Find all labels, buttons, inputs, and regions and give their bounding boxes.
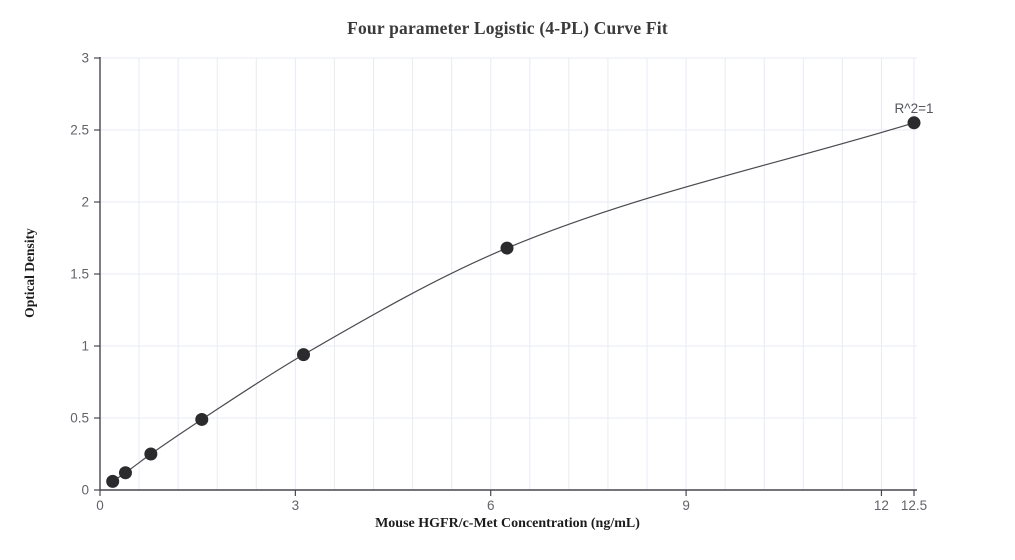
x-tick-label: 12 — [874, 498, 889, 513]
x-tick-label: 12.5 — [901, 498, 927, 513]
data-point — [118, 466, 132, 480]
data-point — [106, 474, 120, 488]
y-tick-label: 0 — [81, 483, 89, 498]
y-tick-label: 2 — [81, 195, 89, 210]
y-tick-label: 1 — [81, 339, 89, 354]
fit-curve — [112, 122, 915, 482]
x-tick-label: 3 — [292, 498, 300, 513]
chart-title: Four parameter Logistic (4-PL) Curve Fit — [347, 18, 668, 38]
data-point — [144, 447, 158, 461]
x-tick-label: 9 — [682, 498, 690, 513]
y-tick-label: 3 — [81, 51, 89, 66]
y-tick-label: 1.5 — [70, 267, 89, 282]
data-point — [195, 412, 209, 426]
data-point — [500, 241, 514, 255]
x-axis-label: Mouse HGFR/c-Met Concentration (ng/mL) — [375, 516, 640, 531]
r-squared-annotation: R^2=1 — [895, 101, 934, 116]
x-tick-label: 6 — [487, 498, 495, 513]
data-point — [907, 116, 921, 130]
y-tick-label: 0.5 — [70, 411, 89, 426]
y-tick-label: 2.5 — [70, 123, 89, 138]
data-point — [297, 348, 310, 362]
x-tick-label: 0 — [96, 498, 104, 513]
